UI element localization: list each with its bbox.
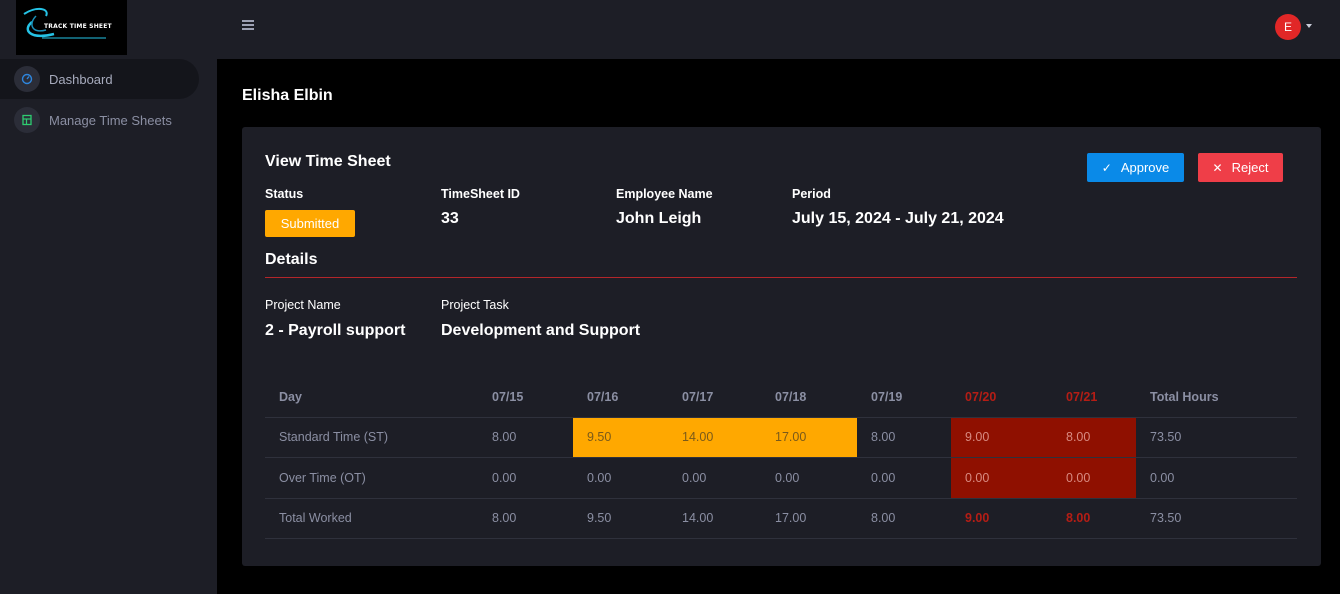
table-row: Standard Time (ST) 8.00 9.50 14.00 17.00… — [265, 417, 1297, 458]
column-header: 07/15 — [478, 377, 573, 418]
table-cell-total: 73.50 — [1136, 417, 1297, 458]
row-label: Over Time (OT) — [265, 457, 478, 499]
column-header: 07/17 — [668, 377, 761, 418]
table-cell: 8.00 — [478, 498, 573, 539]
project-name-value: 2 - Payroll support — [265, 322, 406, 339]
table-cell-weekend: 0.00 — [1052, 457, 1136, 499]
table-row: Over Time (OT) 0.00 0.00 0.00 0.00 0.00 … — [265, 457, 1297, 499]
timesheet-id-value: 33 — [441, 210, 459, 227]
approve-button[interactable]: ✓ Approve — [1087, 153, 1184, 182]
app-logo[interactable]: TRACK TIME SHEET — [16, 0, 127, 55]
table-cell-total: 0.00 — [1136, 457, 1297, 499]
timesheet-table: Day 07/15 07/16 07/17 07/18 07/19 07/20 … — [265, 377, 1297, 539]
table-header-row: Day 07/15 07/16 07/17 07/18 07/19 07/20 … — [265, 377, 1297, 418]
chevron-down-icon[interactable] — [1306, 24, 1312, 28]
divider — [265, 277, 1297, 278]
timesheet-id-label: TimeSheet ID — [441, 187, 520, 201]
reject-button[interactable]: ✕ Reject — [1198, 153, 1283, 182]
table-cell-overtime: 9.50 — [573, 417, 668, 458]
row-label: Total Worked — [265, 498, 478, 539]
table-cell-total: 73.50 — [1136, 498, 1297, 539]
table-cell-overtime: 17.00 — [761, 417, 857, 458]
hamburger-icon[interactable] — [242, 20, 254, 32]
table-cell: 8.00 — [857, 417, 951, 458]
top-bar: E — [217, 0, 1340, 59]
table-cell: 0.00 — [573, 457, 668, 499]
reject-label: Reject — [1231, 160, 1269, 175]
sidebar-item-label: Dashboard — [49, 71, 113, 87]
table-cell-weekend: 9.00 — [951, 498, 1052, 539]
row-label: Standard Time (ST) — [265, 417, 478, 458]
column-header-weekend: 07/20 — [951, 377, 1052, 418]
period-value: July 15, 2024 - July 21, 2024 — [792, 210, 1004, 227]
table-row: Total Worked 8.00 9.50 14.00 17.00 8.00 … — [265, 498, 1297, 539]
employee-name-value: John Leigh — [616, 210, 702, 227]
sidebar-item-label: Manage Time Sheets — [49, 112, 172, 128]
status-badge: Submitted — [265, 210, 355, 237]
close-icon: ✕ — [1212, 160, 1223, 175]
project-name-label: Project Name — [265, 298, 341, 312]
table-cell: 8.00 — [857, 498, 951, 539]
table-cell-overtime: 14.00 — [668, 417, 761, 458]
project-task-label: Project Task — [441, 298, 509, 312]
table-cell-weekend: 9.00 — [951, 417, 1052, 458]
logo-swoosh-icon — [23, 8, 106, 39]
table-cell: 9.50 — [573, 498, 668, 539]
sidebar-item-manage-time-sheets[interactable]: Manage Time Sheets — [0, 100, 199, 140]
spreadsheet-icon — [14, 107, 40, 133]
avatar[interactable]: E — [1275, 14, 1301, 40]
table-cell: 17.00 — [761, 498, 857, 539]
table-cell: 14.00 — [668, 498, 761, 539]
column-header: 07/16 — [573, 377, 668, 418]
details-heading: Details — [265, 251, 318, 268]
table-cell-weekend: 8.00 — [1052, 498, 1136, 539]
column-header: 07/18 — [761, 377, 857, 418]
status-label: Status — [265, 187, 304, 201]
sidebar-item-dashboard[interactable]: Dashboard — [0, 59, 199, 99]
table-cell: 0.00 — [761, 457, 857, 499]
table-cell: 0.00 — [478, 457, 573, 499]
timesheet-card: View Time Sheet ✓ Approve ✕ Reject Statu… — [242, 127, 1321, 566]
column-header: Day — [265, 377, 478, 418]
approve-label: Approve — [1120, 160, 1170, 175]
table-cell: 0.00 — [857, 457, 951, 499]
column-header: 07/19 — [857, 377, 951, 418]
table-cell: 8.00 — [478, 417, 573, 458]
column-header-weekend: 07/21 — [1052, 377, 1136, 418]
check-icon: ✓ — [1101, 160, 1112, 175]
project-task-value: Development and Support — [441, 322, 641, 339]
logo-text: TRACK TIME SHEET — [44, 23, 112, 30]
page-title: Elisha Elbin — [242, 87, 333, 104]
speedometer-icon — [14, 66, 40, 92]
column-header: Total Hours — [1136, 377, 1297, 418]
table-cell-weekend: 8.00 — [1052, 417, 1136, 458]
employee-name-label: Employee Name — [616, 187, 713, 201]
table-cell: 0.00 — [668, 457, 761, 499]
table-cell-weekend: 0.00 — [951, 457, 1052, 499]
period-label: Period — [792, 187, 831, 201]
card-title: View Time Sheet — [265, 153, 391, 170]
sidebar: TRACK TIME SHEET Dashboard Manage Time S… — [0, 0, 217, 594]
